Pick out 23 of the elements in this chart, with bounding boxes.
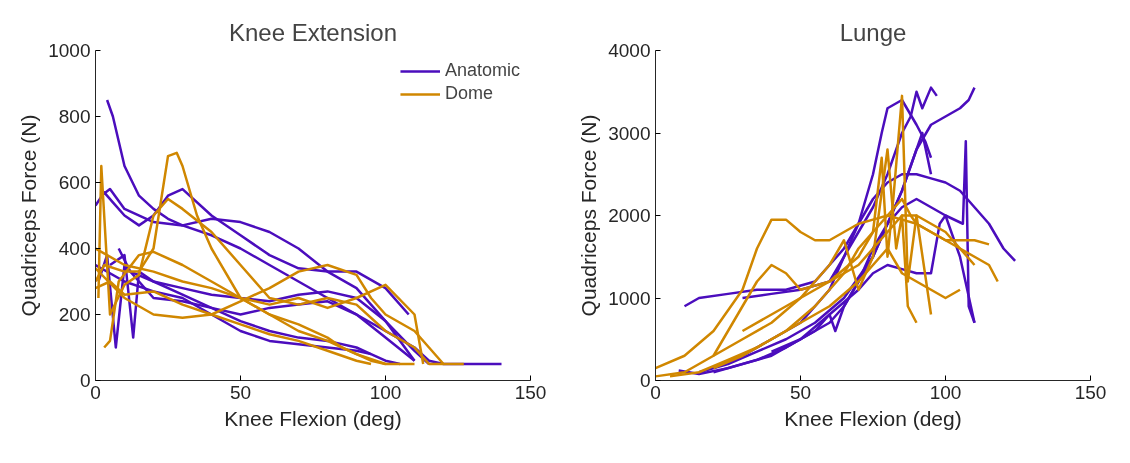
y-tick-label: 600: [58, 172, 91, 193]
y-tick-label: 200: [58, 304, 91, 325]
x-tick-label: 50: [789, 381, 812, 403]
x-axis-title: Knee Flexion (deg): [784, 406, 962, 430]
y-tick-label: 1000: [608, 287, 651, 309]
y-tick-label: 3000: [608, 122, 651, 144]
y-axis-title: Quadriceps Force (N): [17, 114, 41, 317]
legend-label: Dome: [444, 83, 493, 104]
x-tick-label: 150: [514, 381, 547, 403]
x-tick-label: 50: [229, 381, 252, 403]
y-tick-label: 400: [58, 238, 91, 259]
y-tick-label: 1000: [48, 40, 91, 61]
chart-title: Lunge: [839, 18, 907, 46]
x-tick-label: 100: [369, 381, 402, 403]
legend-label: Anatomic: [444, 60, 520, 81]
y-tick-label: 2000: [608, 205, 651, 226]
x-tick-label: 100: [929, 381, 962, 403]
y-axis-title: Quadriceps Force (N): [577, 114, 601, 317]
x-tick-label: 150: [1074, 381, 1107, 403]
y-tick-label: 800: [58, 106, 91, 127]
chart-title: Knee Extension: [228, 18, 398, 46]
x-axis-title: Knee Flexion (deg): [224, 406, 402, 430]
y-tick-label: 4000: [608, 40, 651, 61]
